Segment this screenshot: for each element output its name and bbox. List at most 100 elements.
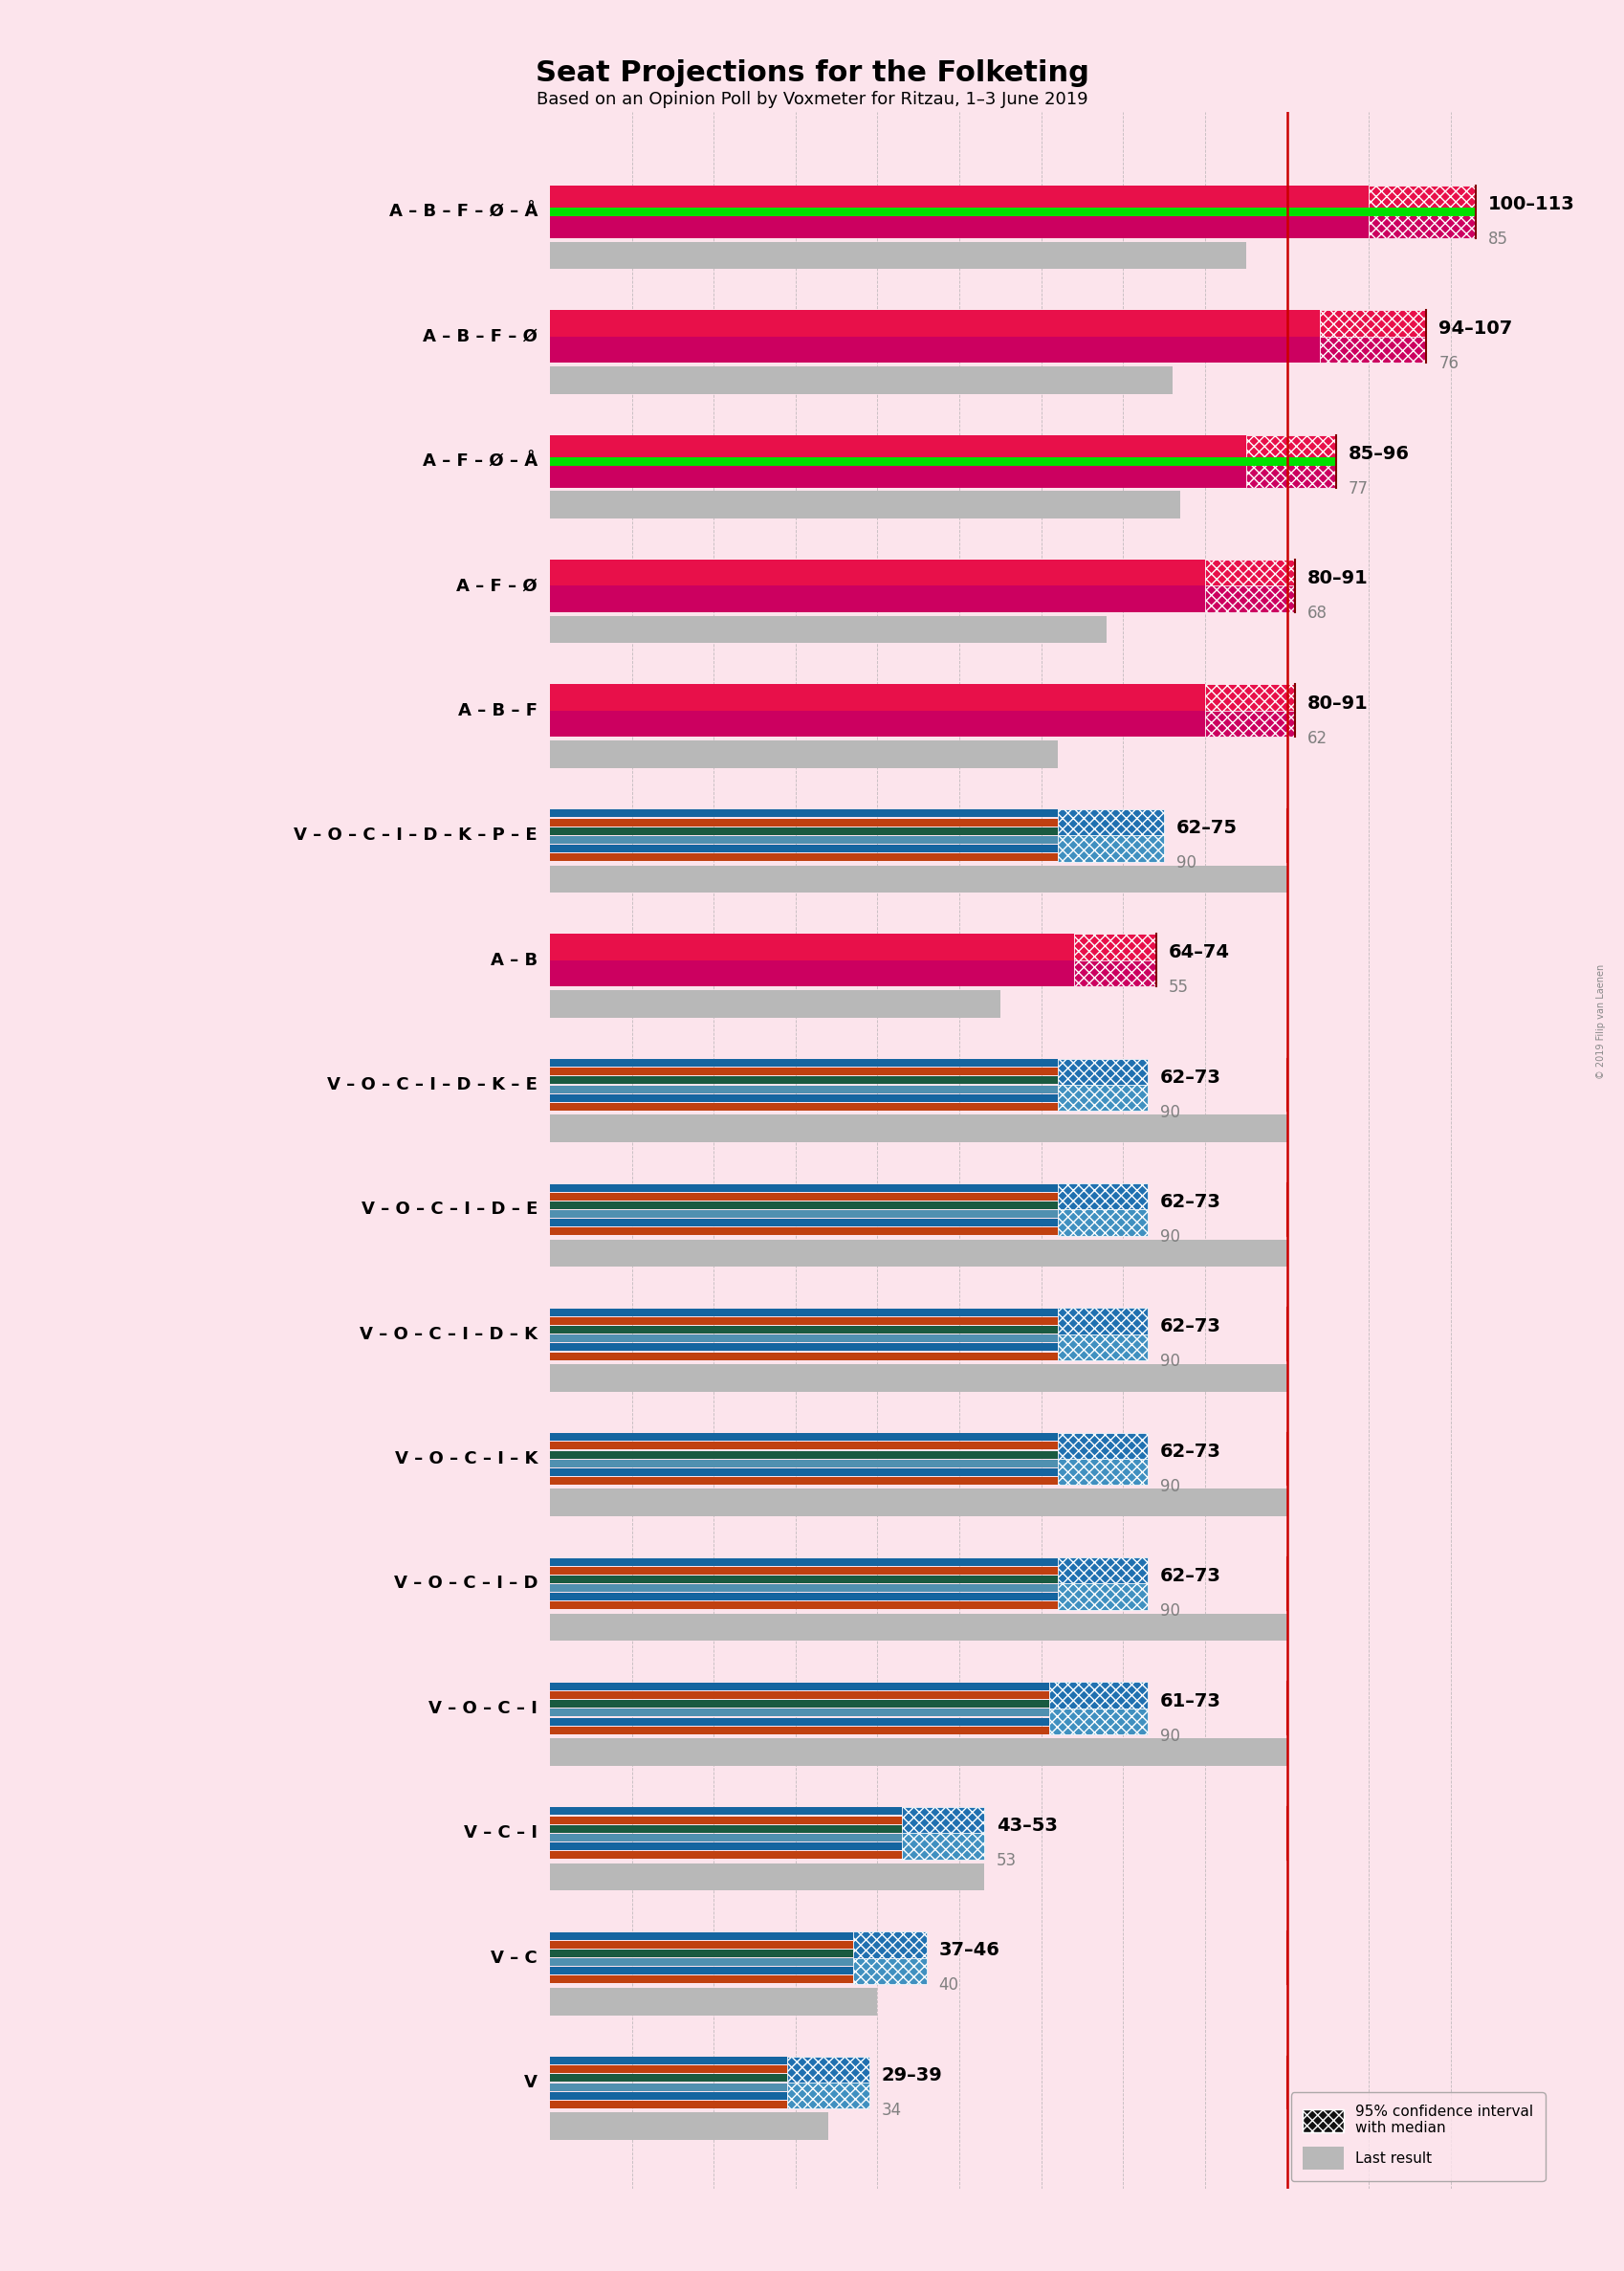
Bar bbox=[549, 1220, 1057, 1226]
Bar bbox=[1049, 1708, 1147, 1735]
Bar bbox=[549, 1601, 1057, 1610]
Bar bbox=[549, 559, 1205, 586]
Text: Based on an Opinion Poll by Voxmeter for Ritzau, 1–3 June 2019: Based on an Opinion Poll by Voxmeter for… bbox=[536, 91, 1088, 109]
Bar bbox=[549, 2101, 788, 2107]
Text: Seat Projections for the Folketing: Seat Projections for the Folketing bbox=[536, 59, 1088, 86]
Bar bbox=[549, 311, 1319, 336]
Bar bbox=[549, 961, 1073, 986]
Bar bbox=[1057, 1558, 1147, 1583]
Bar bbox=[1057, 1086, 1147, 1111]
Bar bbox=[549, 1192, 1057, 1201]
Bar bbox=[549, 827, 1057, 836]
Bar bbox=[549, 1737, 1286, 1767]
Text: 53: 53 bbox=[996, 1851, 1017, 1869]
Bar bbox=[1205, 711, 1294, 736]
Bar bbox=[549, 1240, 1286, 1267]
Text: V – O – C – I – K: V – O – C – I – K bbox=[395, 1451, 538, 1467]
Bar bbox=[549, 1842, 901, 1851]
Bar bbox=[549, 1476, 1057, 1485]
Bar bbox=[549, 1076, 1057, 1083]
Text: 62: 62 bbox=[1307, 729, 1327, 747]
Bar bbox=[549, 211, 1367, 238]
Bar bbox=[549, 615, 1106, 643]
Text: 100–113: 100–113 bbox=[1488, 195, 1574, 213]
Bar bbox=[549, 684, 1205, 711]
Bar bbox=[549, 836, 1057, 843]
Bar bbox=[549, 461, 1246, 488]
Text: 90: 90 bbox=[1160, 1478, 1179, 1494]
Text: A – B – F – Ø – Å: A – B – F – Ø – Å bbox=[388, 202, 538, 220]
Bar bbox=[549, 2112, 828, 2139]
Bar bbox=[1057, 1308, 1147, 1335]
Bar bbox=[549, 1201, 1057, 1208]
Bar bbox=[549, 1460, 1057, 1467]
Text: 90: 90 bbox=[1160, 1603, 1179, 1619]
Bar bbox=[549, 818, 1057, 827]
Bar bbox=[1205, 684, 1294, 711]
Bar bbox=[549, 1942, 853, 1949]
Bar bbox=[549, 2073, 788, 2083]
Bar bbox=[1057, 836, 1163, 861]
Bar bbox=[549, 990, 1000, 1017]
Bar bbox=[549, 1183, 1057, 1192]
Bar bbox=[549, 1817, 901, 1824]
Bar bbox=[549, 491, 1181, 518]
Bar bbox=[549, 336, 1319, 363]
Text: 62–73: 62–73 bbox=[1160, 1317, 1221, 1335]
Bar bbox=[549, 456, 1335, 466]
Bar bbox=[549, 2058, 788, 2064]
Text: 64–74: 64–74 bbox=[1168, 942, 1229, 961]
Text: V – O – C – I: V – O – C – I bbox=[429, 1699, 538, 1717]
Bar bbox=[549, 1958, 853, 1967]
Text: V – O – C – I – D – E: V – O – C – I – D – E bbox=[361, 1201, 538, 1217]
Text: 68: 68 bbox=[1307, 604, 1327, 622]
Bar bbox=[549, 1086, 1057, 1092]
Text: 85: 85 bbox=[1488, 232, 1507, 248]
Text: 90: 90 bbox=[1176, 854, 1195, 872]
Bar bbox=[549, 1851, 901, 1858]
Bar bbox=[1057, 1335, 1147, 1360]
Bar bbox=[549, 1351, 1057, 1360]
Bar bbox=[549, 1976, 853, 1983]
Bar bbox=[549, 845, 1057, 852]
Text: 90: 90 bbox=[1160, 1104, 1179, 1122]
Bar bbox=[549, 2067, 788, 2073]
Bar bbox=[1319, 311, 1426, 336]
Text: © 2019 Filip van Laenen: © 2019 Filip van Laenen bbox=[1595, 965, 1605, 1079]
Text: A – B – F: A – B – F bbox=[458, 702, 538, 720]
Legend: 95% confidence interval
with median, Last result: 95% confidence interval with median, Las… bbox=[1291, 2092, 1544, 2180]
Bar bbox=[549, 241, 1246, 270]
Text: 62–73: 62–73 bbox=[1160, 1192, 1221, 1210]
Bar bbox=[549, 1467, 1057, 1476]
Bar bbox=[549, 1808, 901, 1815]
Text: 62–73: 62–73 bbox=[1160, 1442, 1221, 1460]
Bar bbox=[549, 1095, 1057, 1101]
Bar bbox=[1057, 1210, 1147, 1235]
Bar bbox=[549, 711, 1205, 736]
Text: V – O – C – I – D – K – E: V – O – C – I – D – K – E bbox=[326, 1076, 538, 1092]
Text: 80–91: 80–91 bbox=[1307, 695, 1367, 713]
Bar bbox=[1319, 336, 1426, 363]
Text: 90: 90 bbox=[1160, 1728, 1179, 1744]
Bar bbox=[549, 1210, 1057, 1217]
Text: V – C – I: V – C – I bbox=[464, 1824, 538, 1842]
Bar bbox=[549, 1067, 1057, 1076]
Bar bbox=[788, 2055, 869, 2083]
Bar bbox=[549, 1308, 1057, 1317]
Bar bbox=[549, 811, 1057, 818]
Bar bbox=[788, 2083, 869, 2110]
Bar bbox=[549, 865, 1286, 893]
Text: 76: 76 bbox=[1437, 354, 1458, 372]
Bar bbox=[549, 1708, 1049, 1717]
Bar bbox=[549, 1326, 1057, 1333]
Bar bbox=[1367, 186, 1475, 211]
Bar bbox=[549, 436, 1246, 461]
Text: A – B – F – Ø: A – B – F – Ø bbox=[422, 327, 538, 345]
Text: V – O – C – I – D – K – P – E: V – O – C – I – D – K – P – E bbox=[294, 827, 538, 845]
Bar bbox=[1073, 933, 1155, 961]
Bar bbox=[549, 1987, 877, 2014]
Bar bbox=[549, 1104, 1057, 1111]
Text: 62–73: 62–73 bbox=[1160, 1067, 1221, 1086]
Bar bbox=[1057, 1433, 1147, 1458]
Bar bbox=[549, 1717, 1049, 1726]
